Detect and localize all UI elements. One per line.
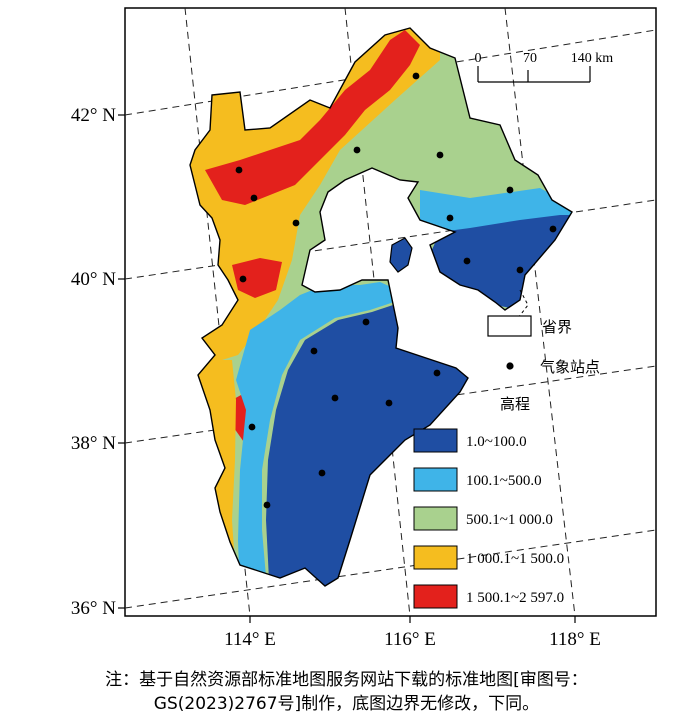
lat-label-38: 38° N: [71, 433, 116, 454]
lon-label-116: 116° E: [384, 629, 436, 650]
axis-ticks: [118, 114, 576, 623]
enclave-region: [389, 237, 413, 273]
weather-stations: [235, 72, 557, 509]
elevation-band-1-100: [266, 215, 572, 586]
legend-boundary-symbol: [487, 315, 532, 337]
station-dot: [318, 469, 326, 477]
legend-class-label: 500.1~1 000.0: [466, 512, 553, 528]
lon-label-118: 118° E: [549, 629, 601, 650]
station-dot: [353, 146, 361, 154]
legend-class-label: 1 000.1~1 500.0: [466, 551, 564, 567]
lat-label-42: 42° N: [71, 105, 116, 126]
map-frame: [124, 7, 657, 617]
station-dot: [433, 369, 441, 377]
station-dot: [385, 399, 393, 407]
station-dot: [463, 257, 471, 265]
station-dot: [331, 394, 339, 402]
legend-swatch: [413, 506, 458, 531]
legend-class-label: 1 500.1~2 597.0: [466, 590, 564, 606]
legend-swatch: [413, 428, 458, 453]
legend-class-label: 1.0~100.0: [466, 434, 527, 450]
station-dot: [239, 275, 247, 283]
legend-station-symbol: [506, 362, 514, 370]
scale-bar: [477, 66, 591, 83]
elevation-band-1000-1500-south: [190, 360, 236, 580]
legend-swatch: [413, 584, 458, 609]
station-dot: [292, 219, 300, 227]
scale-label-140: 140 km: [571, 51, 614, 66]
station-dot: [362, 318, 370, 326]
station-dot: [506, 186, 514, 194]
legend-boundary-label: 省界: [542, 318, 572, 336]
scale-label-0: 0: [475, 51, 482, 66]
note-line-1: 注：基于自然资源部标准地图服务网站下载的标准地图[审图号：: [105, 670, 588, 690]
station-dot: [446, 214, 454, 222]
legend-station-label: 气象站点: [540, 358, 600, 376]
station-dot: [263, 501, 271, 509]
province-boundary: [189, 27, 573, 587]
legend-class-label: 100.1~500.0: [466, 473, 542, 489]
station-dot: [516, 266, 524, 274]
station-dot: [549, 225, 557, 233]
station-dot: [310, 347, 318, 355]
legend-elevation-title: 高程: [500, 395, 530, 413]
station-dot: [248, 423, 256, 431]
legend-swatch: [413, 467, 458, 492]
elevation-band-1500-2597-b: [232, 258, 282, 298]
legend-swatch: [413, 545, 458, 570]
station-dot: [412, 72, 420, 80]
station-dot: [436, 151, 444, 159]
station-dot: [250, 194, 258, 202]
station-dot: [235, 166, 243, 174]
scale-label-70: 70: [523, 51, 537, 66]
elevation-band-1500-2597-a: [205, 30, 420, 205]
legend-elevation-classes: 1.0~100.0 100.1~500.0 500.1~1 000.0 1 000.1…: [413, 428, 564, 609]
note-line-2: GS(2023)2767号]制作，底图边界无修改，下同。: [153, 694, 540, 714]
lat-label-36: 36° N: [71, 598, 116, 619]
lat-label-40: 40° N: [71, 269, 116, 290]
lon-label-114: 114° E: [224, 629, 276, 650]
